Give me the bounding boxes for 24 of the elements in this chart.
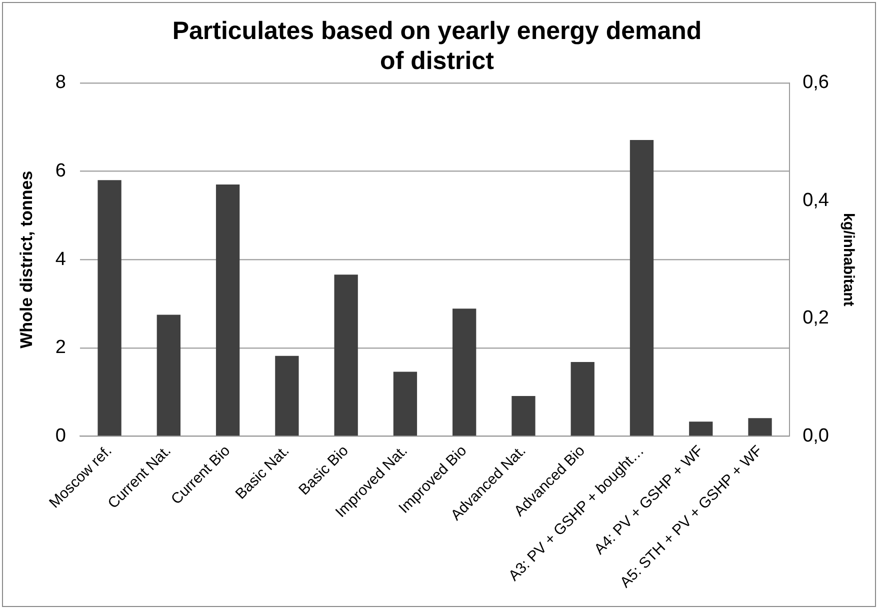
y-tick-label: 6	[55, 160, 66, 182]
y-tick-label: 2	[55, 337, 66, 358]
y2-tick-label: 0,2	[802, 308, 830, 329]
bar	[275, 356, 299, 436]
bar	[156, 314, 180, 436]
y2-axis-title: kg/inhabitant	[840, 212, 857, 306]
bar	[689, 422, 713, 436]
bar	[216, 184, 240, 436]
y2-tick-label: 0,6	[802, 72, 830, 94]
y-tick-label: 4	[55, 248, 66, 270]
bar	[98, 180, 122, 436]
bar	[570, 362, 594, 436]
bar	[512, 396, 536, 436]
y-tick-label: 0	[55, 425, 66, 446]
bar	[334, 274, 358, 436]
y-axis-title: Whole district, tonnes	[16, 170, 36, 348]
chart-title: Particulates based on yearly energy demand of district	[172, 16, 702, 75]
bar	[748, 418, 772, 436]
y2-tick-label: 0,4	[802, 190, 830, 211]
bar	[393, 372, 418, 436]
bar	[630, 140, 654, 436]
y2-tick-label: 0,0	[802, 425, 830, 446]
bar	[452, 308, 476, 436]
y-tick-label: 8	[55, 72, 66, 94]
